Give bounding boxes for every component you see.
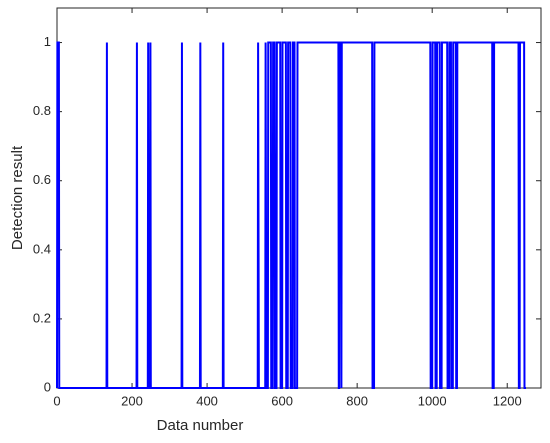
x-tick-label: 1200: [493, 393, 522, 408]
x-tick-label: 200: [121, 393, 143, 408]
y-tick-label: 0.6: [33, 172, 51, 187]
y-tick-label: 1: [44, 34, 51, 49]
y-axis-label: Detection result: [9, 145, 26, 250]
y-tick-label: 0: [44, 379, 51, 394]
x-tick-label: 400: [196, 393, 218, 408]
x-tick-label: 1000: [418, 393, 447, 408]
y-tick-label: 0.2: [33, 310, 51, 325]
y-tick-label: 0.4: [33, 241, 51, 256]
x-tick-label: 0: [53, 393, 60, 408]
x-tick-label: 800: [346, 393, 368, 408]
x-axis-label: Data number: [157, 417, 244, 434]
y-tick-label: 0.8: [33, 103, 51, 118]
x-tick-label: 600: [271, 393, 293, 408]
plot-frame: [56, 7, 542, 389]
data-line: [56, 41, 526, 389]
